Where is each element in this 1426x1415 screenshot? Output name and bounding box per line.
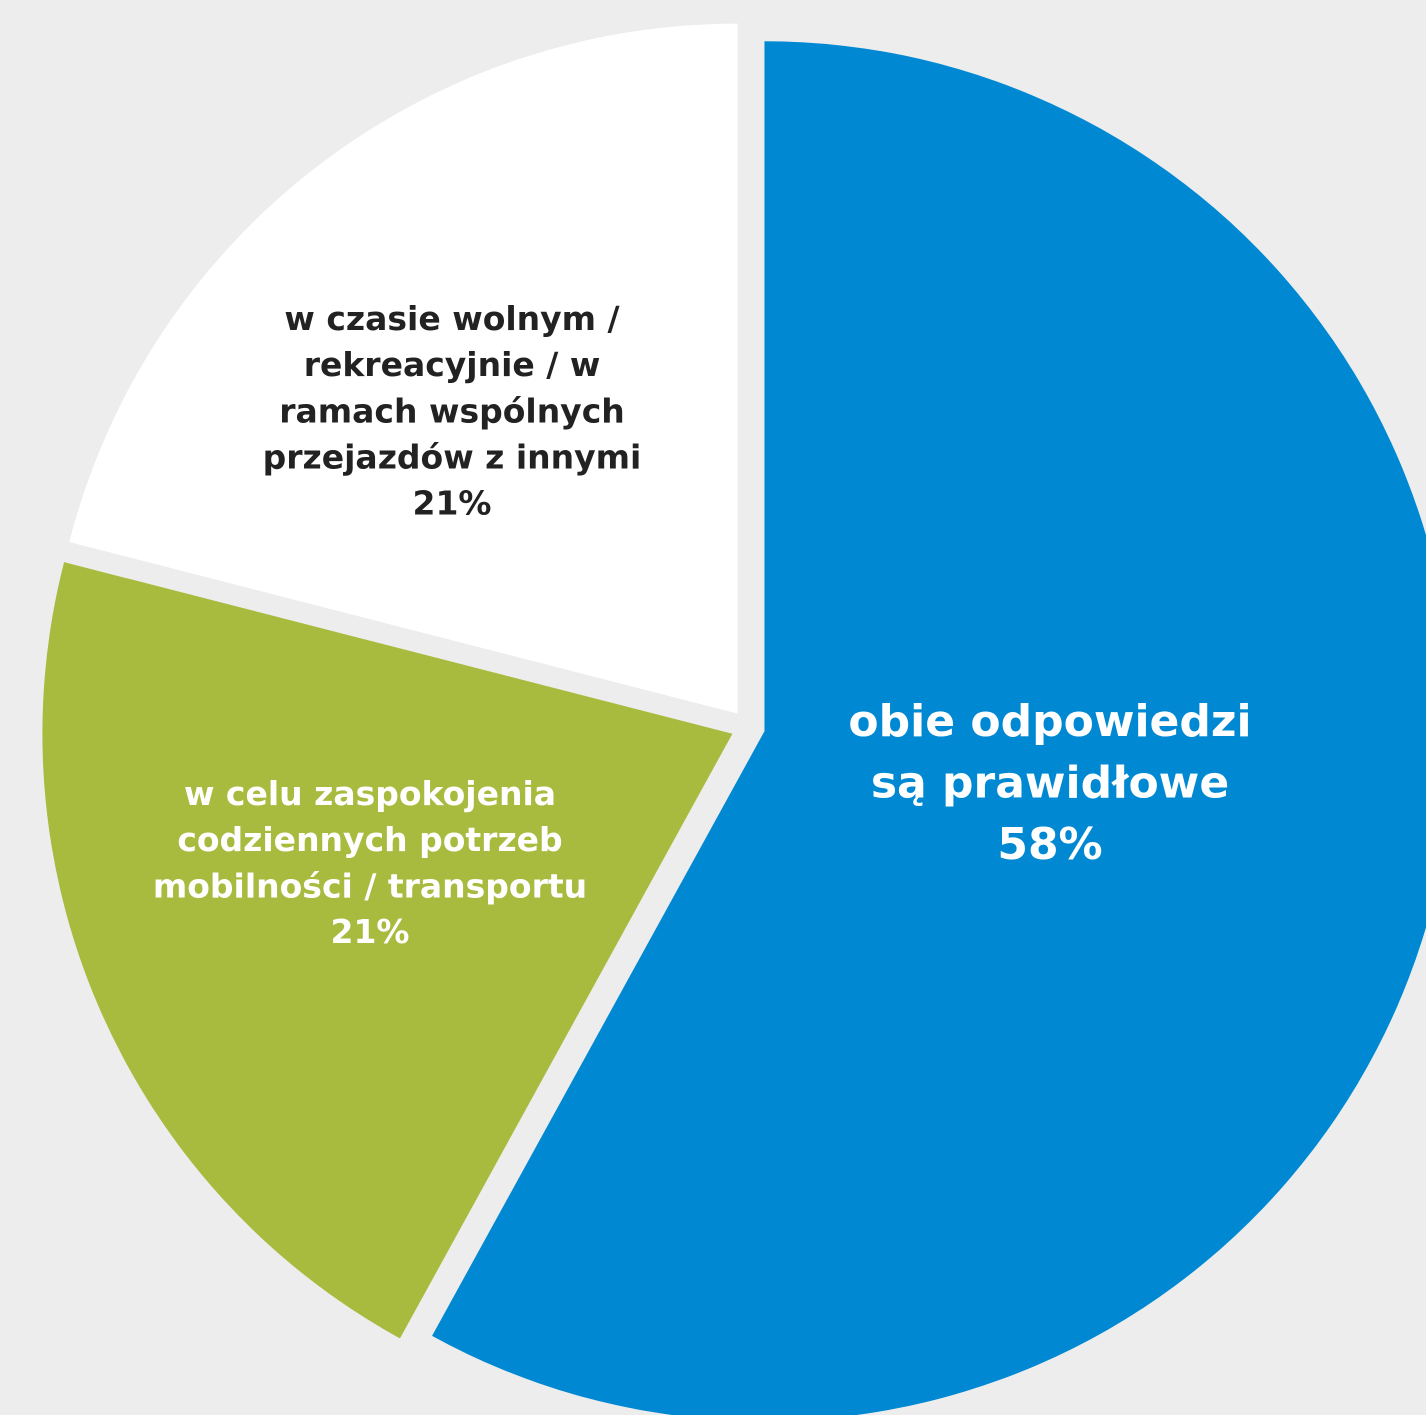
value-label: 21%	[413, 483, 492, 522]
value-label: 58%	[997, 819, 1102, 870]
label-line: są prawidłowe	[871, 758, 1229, 809]
label-line: obie odpowiedzi	[848, 696, 1251, 747]
slice-label: w celu zaspokojenia codziennych potrzeb mo…	[153, 774, 587, 905]
pie-slice	[432, 41, 1426, 1415]
label-line: przejazdów z innymi	[263, 437, 642, 476]
slice-label: obie odpowiedzi są prawidłowe	[848, 696, 1251, 809]
pie-slice	[69, 23, 738, 714]
label-line: w czasie wolnym /	[284, 299, 620, 338]
label-line: mobilności / transportu	[153, 866, 587, 905]
label-line: ramach wspólnych	[279, 391, 625, 430]
value-label: 21%	[331, 912, 410, 951]
label-line: w celu zaspokojenia	[184, 774, 556, 813]
label-line: codziennych potrzeb	[177, 820, 562, 859]
pie-slice	[42, 562, 733, 1339]
slice-label: w czasie wolnym / rekreacyjnie / w ramach …	[263, 299, 642, 477]
label-line: rekreacyjnie / w	[304, 345, 601, 384]
